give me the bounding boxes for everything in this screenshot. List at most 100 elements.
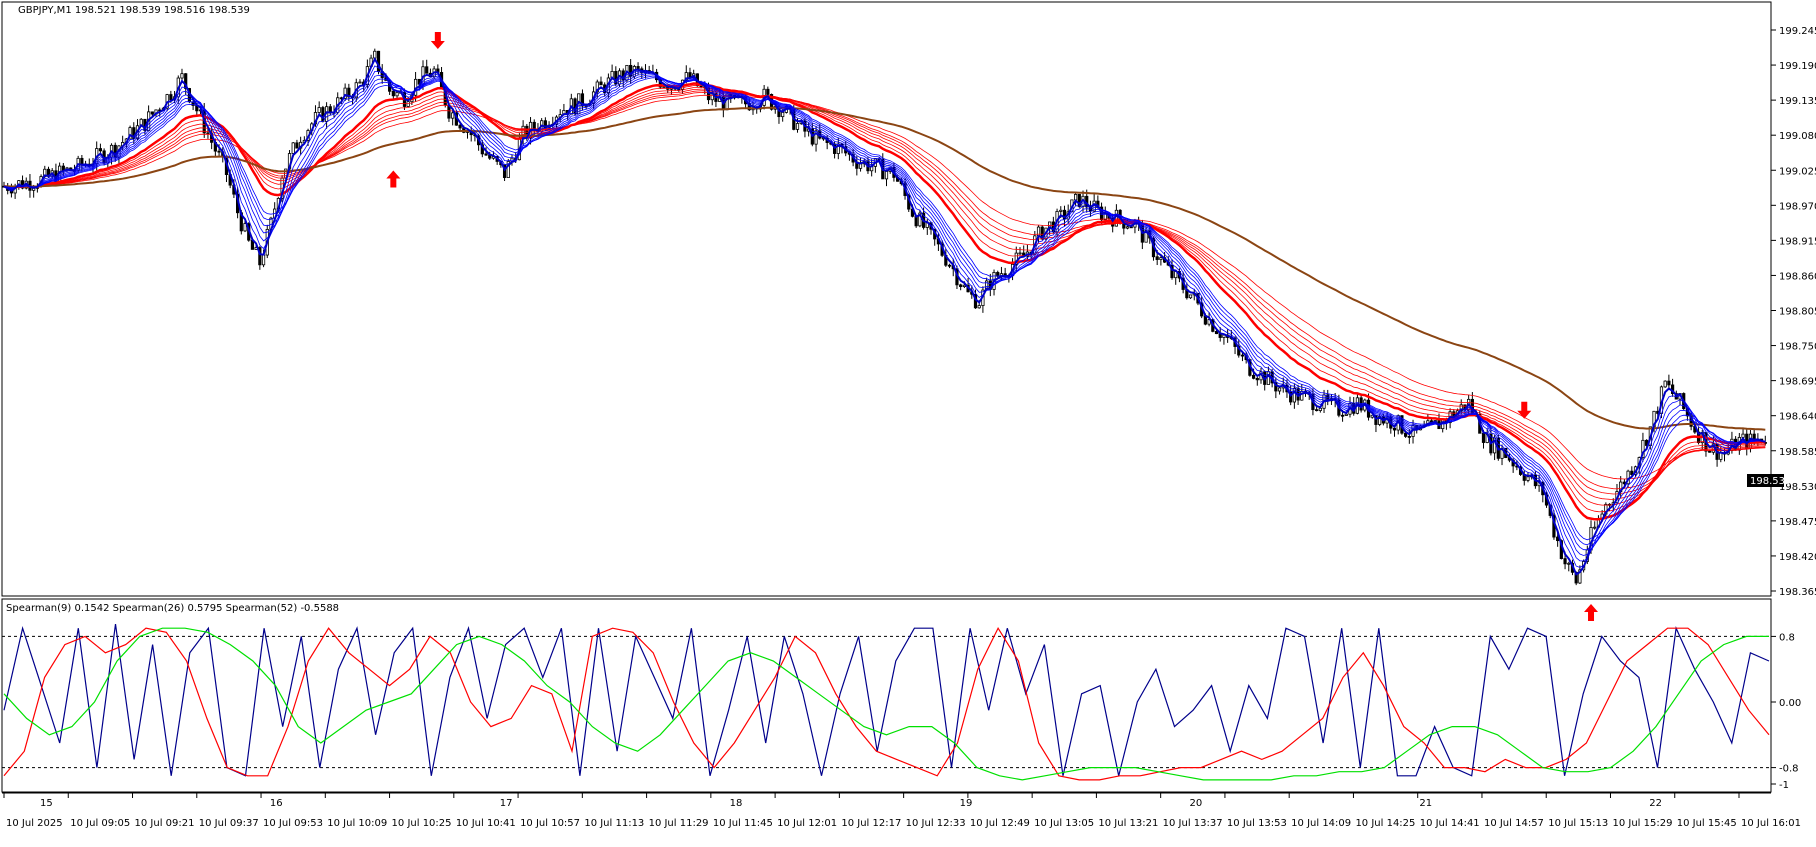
price-tick-label: 198.750 [1779,342,1816,353]
indicator-tick-label: 0.8 [1779,632,1795,643]
indicator-pane-frame[interactable] [1,598,1772,793]
candle-body [291,142,295,154]
time-tick-label: 10 Jul 10:09 [327,818,387,829]
price-tick-label: 198.695 [1779,377,1816,388]
fast-ma-line [3,72,1766,556]
indicator-tick-label: -1 [1779,780,1789,791]
price-tick-label: 198.805 [1779,307,1816,318]
time-tick-label: 10 Jul 16:01 [1741,818,1801,829]
candle-body [1255,377,1259,381]
price-tick-label: 198.970 [1779,201,1816,212]
candle-body [150,111,154,115]
candle-body [1144,230,1148,243]
moving-averages [3,56,1766,576]
candle-body [1392,427,1397,431]
candle-body [1378,416,1382,425]
day-separator-label: 18 [730,798,743,809]
candle-body [1077,194,1081,207]
candle-body [458,124,462,129]
candle-body [1318,407,1322,411]
fast-ma-bold-line [3,56,1766,576]
candle-body [217,150,221,153]
day-separator-label: 22 [1649,798,1662,809]
candle-body [395,92,399,97]
candle-body [1593,526,1597,529]
price-tick-label: 198.530 [1779,482,1816,493]
candle-body [1059,209,1063,212]
candle-body [1481,432,1486,443]
candle-body [1062,209,1067,220]
candle-body [191,101,195,106]
day-separator-label: 19 [960,798,973,809]
candle-body [1292,387,1296,403]
candle-body [406,101,410,107]
candle-body [295,142,299,149]
candle-body [1578,569,1582,584]
candle-body [1251,374,1256,379]
symbol-title: GBPJPY,M1 198.521 198.539 198.516 198.53… [18,5,250,16]
indicator-axis: 0.8 0.00 -0.8 -1 [1771,632,1801,791]
candle-body [184,73,188,89]
candle-body [918,212,922,227]
candle-body [1344,413,1348,416]
price-pane-frame[interactable] [1,1,1772,597]
spearman-line [3,626,1770,781]
candle-body [914,215,918,227]
candle-body [243,223,247,232]
candle-body [343,87,347,99]
fast-ma-line [3,74,1766,551]
time-tick-label: 10 Jul 12:49 [970,818,1030,829]
candle-body [1526,476,1530,481]
candle-body [206,132,210,135]
time-tick-label: 10 Jul 13:21 [1098,818,1158,829]
candle-body [1567,562,1571,565]
time-tick-label: 10 Jul 10:41 [456,818,516,829]
candle-body [1708,450,1712,453]
price-tick-label: 199.080 [1779,131,1816,142]
time-tick-label: 10 Jul 2025 [6,818,63,829]
time-tick-label: 10 Jul 14:25 [1355,818,1415,829]
candle-body [451,112,455,119]
time-tick-label: 10 Jul 09:37 [199,818,259,829]
fast-ma-line [3,71,1766,562]
candle-body [1630,470,1634,475]
time-tick-label: 10 Jul 14:09 [1291,818,1351,829]
candle-body [1266,371,1271,385]
candle-body [599,81,603,86]
candle-body [258,247,262,266]
candle-body [484,153,488,156]
candle-body [781,112,785,118]
time-tick-label: 10 Jul 14:41 [1420,818,1480,829]
candle-body [98,148,103,152]
time-tick-label: 10 Jul 11:13 [584,818,644,829]
slow-ma-line [3,91,1766,490]
candle-body [1214,330,1219,335]
candle-body [1663,380,1667,388]
day-separator-label: 16 [270,798,283,809]
current-price-tag-bg [1747,474,1784,487]
candle-body [1407,436,1411,438]
time-tick-label: 10 Jul 12:33 [906,818,966,829]
candle-body [1667,380,1671,386]
buy-arrow [1584,603,1599,621]
candle-body [1074,194,1078,201]
time-tick-label: 10 Jul 10:57 [520,818,580,829]
candle-body [1125,226,1130,229]
time-tick-label: 10 Jul 10:25 [392,818,452,829]
day-separator-label: 21 [1419,798,1432,809]
signal-arrows [386,31,1599,621]
candle-body [1018,252,1022,255]
time-axis: 10 Jul 2025 10 Jul 09:05 10 Jul 09:21 10 Ju… [3,793,1801,829]
sell-arrow [430,31,445,49]
candle-body [884,171,889,180]
current-price-tag: 198.539 [1747,474,1791,487]
time-tick-label: 10 Jul 15:13 [1548,818,1608,829]
trend-ma-line [4,106,1766,431]
price-tick-label: 198.475 [1779,517,1816,528]
day-separator-label: 20 [1189,798,1202,809]
price-tick-label: 198.640 [1779,412,1816,423]
candle-body [858,163,863,169]
candle-body [128,127,132,140]
